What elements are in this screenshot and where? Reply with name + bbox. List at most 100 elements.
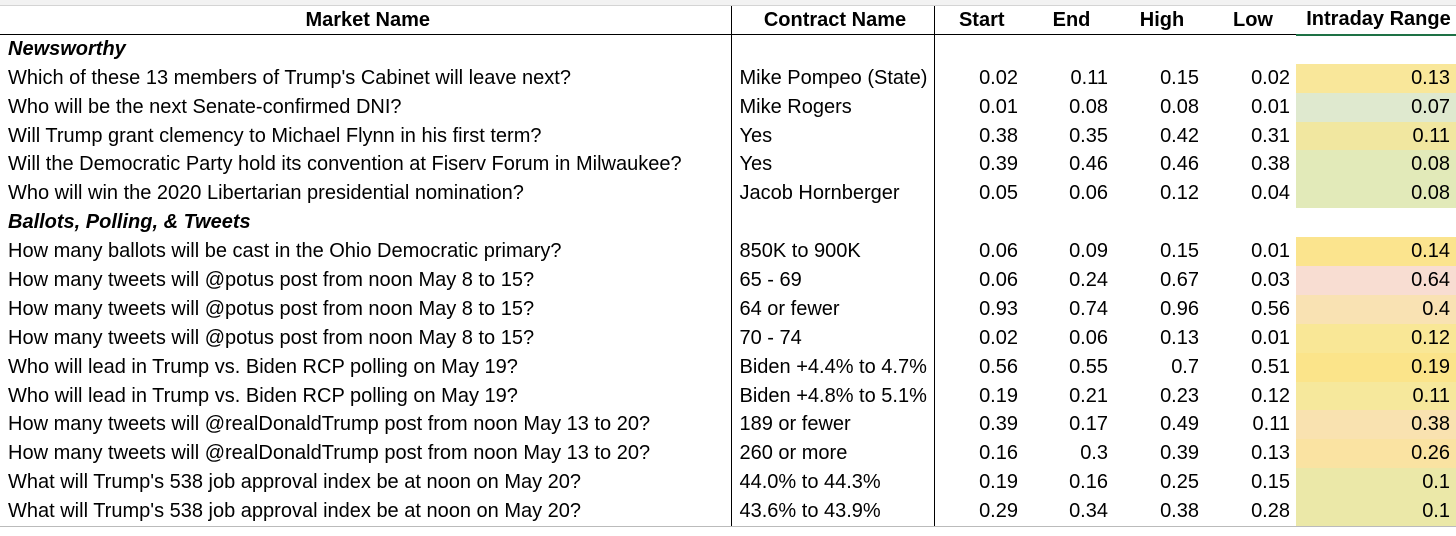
cell-end[interactable]: 0.35 — [1069, 124, 1108, 147]
cell-low[interactable]: 0.51 — [1251, 355, 1290, 378]
cell-start[interactable]: 0.01 — [979, 95, 1018, 118]
cell-contract-name[interactable]: 44.0% to 44.3% — [731, 468, 935, 498]
cell-start[interactable]: 0.19 — [979, 384, 1018, 407]
cell-intraday-range[interactable]: 0.1 — [1296, 497, 1456, 527]
cell-low[interactable]: 0.12 — [1251, 384, 1290, 407]
cell-contract-name[interactable]: Biden +4.8% to 5.1% — [731, 381, 935, 411]
cell-intraday-range[interactable]: 0.19 — [1296, 352, 1456, 382]
cell-end[interactable]: 0.06 — [1069, 326, 1108, 349]
cell-contract-name[interactable]: 260 or more — [731, 439, 935, 469]
cell-contract-name[interactable]: Mike Pompeo (State) — [731, 63, 935, 93]
header-high[interactable]: High — [1114, 6, 1205, 36]
cell-low[interactable]: 0.01 — [1251, 326, 1290, 349]
header-contract-name[interactable]: Contract Name — [731, 6, 935, 36]
cell-end[interactable] — [1024, 35, 1114, 64]
cell-start[interactable]: 0.38 — [979, 124, 1018, 147]
cell-low[interactable]: 0.28 — [1205, 497, 1296, 527]
cell-start[interactable]: 0.29 — [934, 497, 1024, 527]
header-start[interactable]: Start — [934, 6, 1024, 36]
cell-end[interactable]: 0.55 — [1069, 355, 1108, 378]
cell-high[interactable] — [1114, 35, 1205, 64]
cell-contract-name[interactable]: 189 or fewer — [731, 410, 935, 440]
cell-end[interactable]: 0.08 — [1069, 95, 1108, 118]
cell-contract-name[interactable]: 65 - 69 — [731, 266, 935, 295]
cell-intraday-range[interactable]: 0.12 — [1296, 323, 1456, 353]
cell-intraday-range[interactable] — [1296, 208, 1456, 237]
cell-intraday-range[interactable]: 0.11 — [1296, 121, 1456, 151]
cell-market-name[interactable]: What will Trump's 538 job approval index… — [0, 468, 732, 498]
cell-contract-name[interactable]: 43.6% to 43.9% — [731, 497, 935, 527]
cell-high[interactable]: 0.15 — [1160, 240, 1199, 263]
cell-market-name[interactable]: Who will lead in Trump vs. Biden RCP pol… — [0, 352, 732, 382]
cell-start[interactable]: 0.06 — [979, 268, 1018, 291]
cell-high[interactable]: 0.38 — [1114, 497, 1205, 527]
cell-low[interactable] — [1205, 208, 1296, 237]
cell-contract-name[interactable]: Mike Rogers — [731, 92, 935, 122]
cell-market-name[interactable]: How many tweets will @realDonaldTrump po… — [0, 439, 732, 469]
cell-contract-name[interactable]: 70 - 74 — [731, 323, 935, 353]
cell-low[interactable]: 0.04 — [1251, 182, 1290, 205]
cell-low[interactable]: 0.38 — [1251, 153, 1290, 176]
cell-intraday-range[interactable]: 0.13 — [1296, 63, 1456, 93]
cell-market-name[interactable]: Who will lead in Trump vs. Biden RCP pol… — [0, 381, 732, 411]
cell-low[interactable]: 0.56 — [1251, 297, 1290, 320]
cell-contract-name[interactable]: 850K to 900K — [731, 237, 935, 267]
cell-high[interactable] — [1114, 208, 1205, 237]
cell-start[interactable]: 0.93 — [979, 297, 1018, 320]
cell-contract-name[interactable]: Yes — [731, 150, 935, 180]
header-end[interactable]: End — [1024, 6, 1114, 36]
cell-high[interactable]: 0.08 — [1160, 95, 1199, 118]
cell-high[interactable]: 0.42 — [1160, 124, 1199, 147]
cell-end[interactable]: 0.06 — [1069, 182, 1108, 205]
cell-start[interactable]: 0.06 — [979, 240, 1018, 263]
cell-contract-name[interactable] — [731, 34, 935, 64]
cell-start[interactable]: 0.02 — [979, 326, 1018, 349]
cell-end[interactable]: 0.74 — [1069, 297, 1108, 320]
cell-low[interactable]: 0.31 — [1251, 124, 1290, 147]
cell-intraday-range[interactable]: 0.11 — [1296, 381, 1456, 411]
cell-end[interactable]: 0.11 — [1070, 66, 1108, 89]
cell-end[interactable]: 0.16 — [1069, 471, 1108, 494]
cell-high[interactable]: 0.12 — [1160, 182, 1199, 205]
cell-high[interactable]: 0.46 — [1160, 153, 1199, 176]
cell-intraday-range[interactable]: 0.26 — [1296, 439, 1456, 469]
cell-low[interactable]: 0.01 — [1251, 240, 1290, 263]
cell-high[interactable]: 0.39 — [1160, 442, 1199, 465]
cell-market-name[interactable]: Which of these 13 members of Trump's Cab… — [0, 63, 732, 93]
cell-start[interactable]: 0.39 — [979, 413, 1018, 436]
cell-low[interactable]: 0.01 — [1251, 95, 1290, 118]
header-intraday-range[interactable]: Intraday Range — [1296, 6, 1456, 36]
cell-high[interactable]: 0.15 — [1160, 66, 1199, 89]
cell-start[interactable]: 0.02 — [979, 66, 1018, 89]
cell-end[interactable]: 0.24 — [1069, 268, 1108, 291]
cell-start[interactable]: 0.39 — [979, 153, 1018, 176]
cell-end[interactable]: 0.17 — [1069, 413, 1108, 436]
cell-end[interactable]: 0.46 — [1069, 153, 1108, 176]
cell-high[interactable]: 0.49 — [1160, 413, 1199, 436]
cell-start[interactable]: 0.56 — [979, 355, 1018, 378]
cell-start[interactable]: 0.16 — [979, 442, 1018, 465]
cell-contract-name[interactable]: Jacob Hornberger — [731, 179, 935, 209]
cell-start[interactable] — [934, 35, 1024, 64]
cell-high[interactable]: 0.67 — [1160, 268, 1199, 291]
cell-contract-name[interactable]: Biden +4.4% to 4.7% — [731, 352, 935, 382]
cell-market-name[interactable]: How many tweets will @potus post from no… — [0, 294, 732, 324]
cell-low[interactable]: 0.03 — [1251, 268, 1290, 291]
cell-market-name[interactable]: Who will win the 2020 Libertarian presid… — [0, 179, 732, 209]
section-heading[interactable]: Ballots, Polling, & Tweets — [0, 208, 732, 238]
cell-market-name[interactable]: Will the Democratic Party hold its conve… — [0, 150, 732, 180]
cell-market-name[interactable]: Who will be the next Senate-confirmed DN… — [0, 92, 732, 122]
cell-intraday-range[interactable]: 0.1 — [1296, 468, 1456, 498]
cell-high[interactable]: 0.23 — [1160, 384, 1199, 407]
cell-high[interactable]: 0.13 — [1160, 326, 1199, 349]
cell-start[interactable]: 0.05 — [979, 182, 1018, 205]
cell-start[interactable] — [934, 208, 1024, 237]
cell-end[interactable]: 0.3 — [1080, 442, 1108, 465]
cell-low[interactable]: 0.13 — [1251, 442, 1290, 465]
cell-intraday-range[interactable]: 0.64 — [1296, 266, 1456, 295]
cell-market-name[interactable]: How many tweets will @realDonaldTrump po… — [0, 410, 732, 440]
cell-intraday-range[interactable]: 0.4 — [1296, 294, 1456, 324]
cell-end[interactable]: 0.21 — [1069, 384, 1108, 407]
cell-market-name[interactable]: What will Trump's 538 job approval index… — [0, 497, 732, 527]
cell-high[interactable]: 0.96 — [1160, 297, 1199, 320]
